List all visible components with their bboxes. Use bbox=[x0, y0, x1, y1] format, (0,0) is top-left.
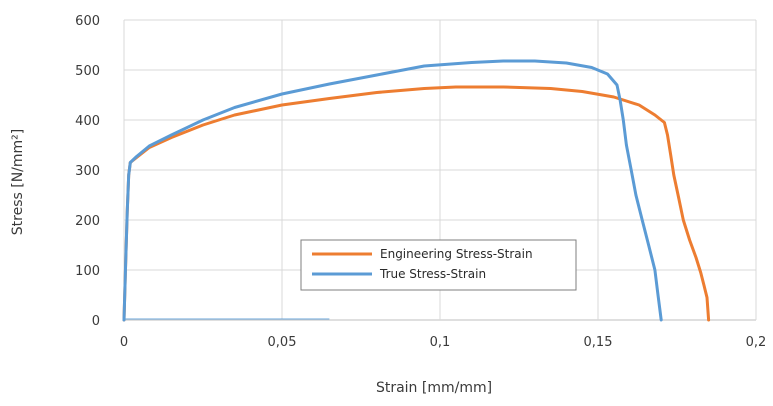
x-tick-label: 0,05 bbox=[268, 335, 297, 350]
y-tick-label: 0 bbox=[92, 314, 100, 329]
y-tick-label: 100 bbox=[75, 264, 100, 279]
axes: 0 100 200 300 400 500 600 0 0,05 0,1 0,15 0,2 bbox=[75, 14, 766, 350]
x-tick-label: 0 bbox=[120, 335, 128, 350]
x-tick-label: 0,15 bbox=[584, 335, 613, 350]
x-tick-label: 0,2 bbox=[746, 335, 767, 350]
y-tick-label: 300 bbox=[75, 164, 100, 179]
legend: Engineering Stress-Strain True Stress-St… bbox=[300, 239, 577, 291]
y-tick-label: 500 bbox=[75, 64, 100, 79]
y-tick-label: 400 bbox=[75, 114, 100, 129]
legend-label-engineering: Engineering Stress-Strain bbox=[380, 247, 533, 261]
x-axis-title: Strain [mm/mm] bbox=[376, 380, 492, 396]
series-line-true bbox=[122, 59, 663, 322]
y-tick-label: 200 bbox=[75, 214, 100, 229]
x-tick-label: 0,1 bbox=[430, 335, 451, 350]
legend-label-true: True Stress-Strain bbox=[379, 267, 486, 281]
series-layer bbox=[122, 59, 711, 322]
legend-box bbox=[300, 239, 577, 291]
y-axis-title: Stress [N/mm²] bbox=[10, 129, 26, 235]
y-tick-label: 600 bbox=[75, 14, 100, 29]
